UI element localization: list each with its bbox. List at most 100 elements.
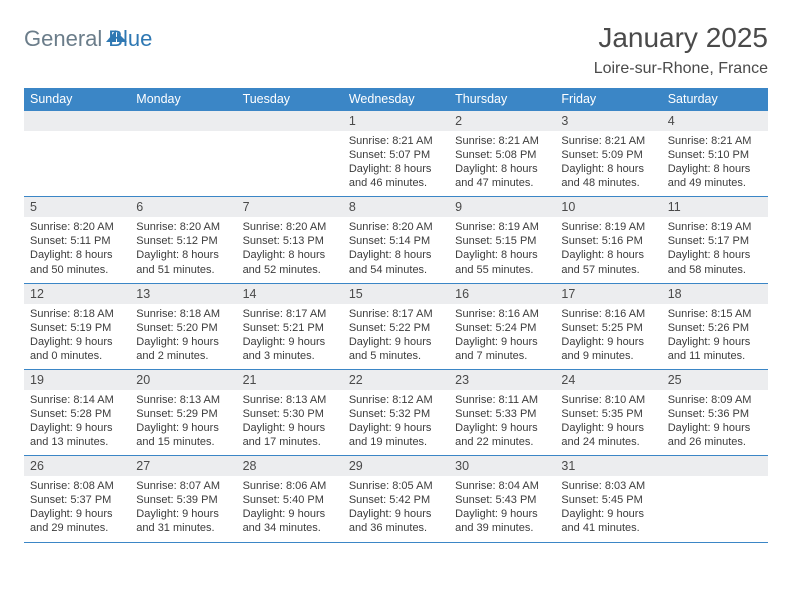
day-cell: 19Sunrise: 8:14 AMSunset: 5:28 PMDayligh… bbox=[24, 370, 130, 455]
day-number: 31 bbox=[555, 456, 661, 476]
sunrise-line: Sunrise: 8:18 AM bbox=[136, 307, 230, 321]
day-number: 26 bbox=[24, 456, 130, 476]
daylight-line-1: Daylight: 8 hours bbox=[561, 248, 655, 262]
sunset-line: Sunset: 5:13 PM bbox=[243, 234, 337, 248]
day-details: Sunrise: 8:03 AMSunset: 5:45 PMDaylight:… bbox=[555, 476, 661, 535]
day-details: Sunrise: 8:18 AMSunset: 5:20 PMDaylight:… bbox=[130, 304, 236, 363]
sunrise-line: Sunrise: 8:03 AM bbox=[561, 479, 655, 493]
daylight-line-1: Daylight: 8 hours bbox=[30, 248, 124, 262]
daylight-line-2: and 3 minutes. bbox=[243, 349, 337, 363]
sunrise-line: Sunrise: 8:13 AM bbox=[136, 393, 230, 407]
week-row: 19Sunrise: 8:14 AMSunset: 5:28 PMDayligh… bbox=[24, 370, 768, 456]
page-title: January 2025 bbox=[594, 22, 768, 54]
day-details: Sunrise: 8:08 AMSunset: 5:37 PMDaylight:… bbox=[24, 476, 130, 535]
day-details: Sunrise: 8:14 AMSunset: 5:28 PMDaylight:… bbox=[24, 390, 130, 449]
daylight-line-2: and 15 minutes. bbox=[136, 435, 230, 449]
day-number: 22 bbox=[343, 370, 449, 390]
daylight-line-1: Daylight: 8 hours bbox=[455, 248, 549, 262]
sunset-line: Sunset: 5:45 PM bbox=[561, 493, 655, 507]
daylight-line-2: and 41 minutes. bbox=[561, 521, 655, 535]
daylight-line-1: Daylight: 9 hours bbox=[349, 507, 443, 521]
daylight-line-2: and 58 minutes. bbox=[668, 263, 762, 277]
daylight-line-1: Daylight: 8 hours bbox=[668, 248, 762, 262]
daylight-line-2: and 34 minutes. bbox=[243, 521, 337, 535]
day-number: 11 bbox=[662, 197, 768, 217]
day-details: Sunrise: 8:19 AMSunset: 5:16 PMDaylight:… bbox=[555, 217, 661, 276]
daylight-line-1: Daylight: 9 hours bbox=[136, 335, 230, 349]
day-cell: 26Sunrise: 8:08 AMSunset: 5:37 PMDayligh… bbox=[24, 456, 130, 541]
sunrise-line: Sunrise: 8:18 AM bbox=[30, 307, 124, 321]
sunset-line: Sunset: 5:35 PM bbox=[561, 407, 655, 421]
day-cell: 13Sunrise: 8:18 AMSunset: 5:20 PMDayligh… bbox=[130, 284, 236, 369]
day-details: Sunrise: 8:20 AMSunset: 5:12 PMDaylight:… bbox=[130, 217, 236, 276]
daylight-line-2: and 48 minutes. bbox=[561, 176, 655, 190]
daylight-line-2: and 2 minutes. bbox=[136, 349, 230, 363]
sunrise-line: Sunrise: 8:21 AM bbox=[455, 134, 549, 148]
day-number: 24 bbox=[555, 370, 661, 390]
day-cell: 15Sunrise: 8:17 AMSunset: 5:22 PMDayligh… bbox=[343, 284, 449, 369]
sunrise-line: Sunrise: 8:04 AM bbox=[455, 479, 549, 493]
day-number: 10 bbox=[555, 197, 661, 217]
sunset-line: Sunset: 5:16 PM bbox=[561, 234, 655, 248]
sunset-line: Sunset: 5:33 PM bbox=[455, 407, 549, 421]
dow-cell: Sunday bbox=[24, 88, 130, 111]
day-details: Sunrise: 8:21 AMSunset: 5:09 PMDaylight:… bbox=[555, 131, 661, 190]
sunrise-line: Sunrise: 8:07 AM bbox=[136, 479, 230, 493]
day-cell: 18Sunrise: 8:15 AMSunset: 5:26 PMDayligh… bbox=[662, 284, 768, 369]
daylight-line-2: and 52 minutes. bbox=[243, 263, 337, 277]
day-details: Sunrise: 8:21 AMSunset: 5:07 PMDaylight:… bbox=[343, 131, 449, 190]
day-cell: 16Sunrise: 8:16 AMSunset: 5:24 PMDayligh… bbox=[449, 284, 555, 369]
daylight-line-1: Daylight: 9 hours bbox=[561, 421, 655, 435]
day-number: 20 bbox=[130, 370, 236, 390]
dow-cell: Friday bbox=[555, 88, 661, 111]
day-number: 27 bbox=[130, 456, 236, 476]
sunrise-line: Sunrise: 8:17 AM bbox=[349, 307, 443, 321]
daylight-line-1: Daylight: 9 hours bbox=[136, 507, 230, 521]
daylight-line-2: and 11 minutes. bbox=[668, 349, 762, 363]
day-cell: 21Sunrise: 8:13 AMSunset: 5:30 PMDayligh… bbox=[237, 370, 343, 455]
sunset-line: Sunset: 5:11 PM bbox=[30, 234, 124, 248]
day-number: . bbox=[237, 111, 343, 131]
day-cell: 11 Sunrise: 8:19 AMSunset: 5:17 PMDayligh… bbox=[662, 197, 768, 282]
daylight-line-1: Daylight: 8 hours bbox=[668, 162, 762, 176]
calendar-body: ...1Sunrise: 8:21 AMSunset: 5:07 PMDayli… bbox=[24, 111, 768, 543]
daylight-line-1: Daylight: 9 hours bbox=[668, 421, 762, 435]
sunrise-line: Sunrise: 8:21 AM bbox=[668, 134, 762, 148]
day-number: 19 bbox=[24, 370, 130, 390]
daylight-line-2: and 49 minutes. bbox=[668, 176, 762, 190]
daylight-line-2: and 13 minutes. bbox=[30, 435, 124, 449]
sunrise-line: Sunrise: 8:09 AM bbox=[668, 393, 762, 407]
day-number: 6 bbox=[130, 197, 236, 217]
day-details: Sunrise: 8:16 AMSunset: 5:24 PMDaylight:… bbox=[449, 304, 555, 363]
daylight-line-1: Daylight: 9 hours bbox=[668, 335, 762, 349]
sunrise-line: Sunrise: 8:14 AM bbox=[30, 393, 124, 407]
daylight-line-2: and 54 minutes. bbox=[349, 263, 443, 277]
sunrise-line: Sunrise: 8:20 AM bbox=[349, 220, 443, 234]
page-subtitle: Loire-sur-Rhone, France bbox=[594, 60, 768, 78]
sunset-line: Sunset: 5:17 PM bbox=[668, 234, 762, 248]
day-cell: 27Sunrise: 8:07 AMSunset: 5:39 PMDayligh… bbox=[130, 456, 236, 541]
daylight-line-1: Daylight: 8 hours bbox=[349, 248, 443, 262]
daylight-line-2: and 39 minutes. bbox=[455, 521, 549, 535]
sunset-line: Sunset: 5:25 PM bbox=[561, 321, 655, 335]
sunrise-line: Sunrise: 8:20 AM bbox=[136, 220, 230, 234]
day-details: Sunrise: 8:21 AMSunset: 5:10 PMDaylight:… bbox=[662, 131, 768, 190]
daylight-line-1: Daylight: 9 hours bbox=[455, 421, 549, 435]
daylight-line-1: Daylight: 9 hours bbox=[455, 335, 549, 349]
day-details: Sunrise: 8:17 AMSunset: 5:21 PMDaylight:… bbox=[237, 304, 343, 363]
daylight-line-2: and 26 minutes. bbox=[668, 435, 762, 449]
daylight-line-1: Daylight: 8 hours bbox=[243, 248, 337, 262]
day-number: . bbox=[130, 111, 236, 131]
sunrise-line: Sunrise: 8:19 AM bbox=[668, 220, 762, 234]
brand-part1: General bbox=[24, 26, 102, 52]
week-row: 26Sunrise: 8:08 AMSunset: 5:37 PMDayligh… bbox=[24, 456, 768, 542]
day-details: Sunrise: 8:20 AMSunset: 5:14 PMDaylight:… bbox=[343, 217, 449, 276]
day-number: 28 bbox=[237, 456, 343, 476]
day-cell: 28Sunrise: 8:06 AMSunset: 5:40 PMDayligh… bbox=[237, 456, 343, 541]
brand-part2: Blue bbox=[108, 26, 152, 52]
sunset-line: Sunset: 5:08 PM bbox=[455, 148, 549, 162]
day-cell: 7Sunrise: 8:20 AMSunset: 5:13 PMDaylight… bbox=[237, 197, 343, 282]
dow-cell: Monday bbox=[130, 88, 236, 111]
day-number: 15 bbox=[343, 284, 449, 304]
sunrise-line: Sunrise: 8:20 AM bbox=[30, 220, 124, 234]
